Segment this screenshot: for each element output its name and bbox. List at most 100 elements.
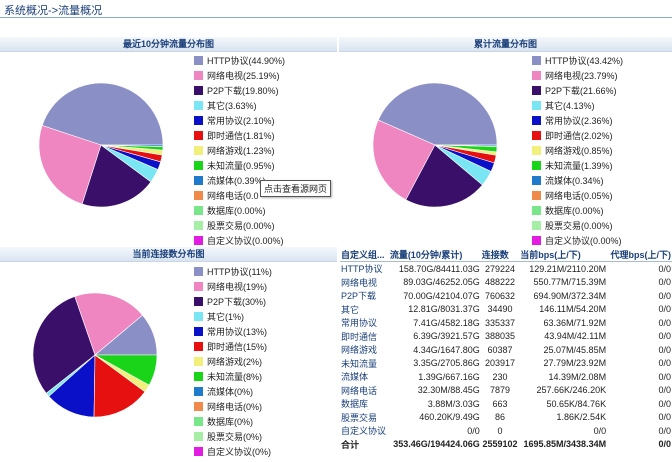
cell-protocol[interactable]: 自定义协议: [340, 424, 389, 438]
legend-item: HTTP协议(44.90%): [194, 56, 285, 71]
cell-connections: 86: [481, 411, 519, 425]
legend-swatch: [194, 221, 203, 230]
cell-traffic: 3.35G/2705.86G: [389, 357, 481, 371]
legend-swatch: [532, 56, 541, 65]
legend-label: 其它(1%): [207, 312, 244, 322]
legend-item: P2P下载(19.80%): [194, 86, 285, 101]
cell-protocol[interactable]: HTTP协议: [340, 262, 389, 276]
cell-proxy-bps: 0/0: [607, 357, 672, 371]
legend-label: 其它(3.63%): [207, 101, 257, 111]
legend-label: 股票交易(0.00%): [545, 221, 613, 231]
cell-proxy-bps: 0/0: [607, 384, 672, 398]
legend-cumulative-traffic: HTTP协议(43.42%)网络电视(23.79%)P2P下载(21.66%)其…: [532, 56, 623, 251]
col-header-group[interactable]: 自定义组...: [340, 247, 389, 262]
legend-item: P2P下载(30%): [194, 297, 272, 312]
cell-current-bps: 14.39M/2.08M: [519, 370, 607, 384]
cell-connections: 2559102: [481, 438, 519, 452]
cell-traffic: 32.30M/88.45G: [389, 384, 481, 398]
legend-label: HTTP协议(43.42%): [545, 56, 623, 66]
legend-item: 常用协议(13%): [194, 327, 272, 342]
legend-label: 网络游戏(2%): [207, 357, 262, 367]
legend-item: 股票交易(0.00%): [194, 221, 285, 236]
panel-title-cumulative-traffic: 累计流量分布图: [339, 37, 672, 52]
pie-chart-recent-traffic[interactable]: [36, 80, 166, 210]
legend-label: 自定义协议(0%): [207, 447, 271, 457]
legend-swatch: [194, 131, 203, 140]
legend-item: 未知流量(1.39%): [532, 161, 623, 176]
cell-proxy-bps: 0/0: [607, 262, 672, 276]
legend-swatch: [194, 357, 203, 366]
cell-protocol[interactable]: 常用协议: [340, 316, 389, 330]
legend-swatch: [194, 282, 203, 291]
legend-swatch: [194, 86, 203, 95]
cell-traffic: 460.20K/9.49G: [389, 411, 481, 425]
cell-protocol[interactable]: 未知流量: [340, 357, 389, 371]
cell-protocol[interactable]: 股票交易: [340, 411, 389, 425]
cell-protocol[interactable]: 数据库: [340, 397, 389, 411]
cell-connections: 230: [481, 370, 519, 384]
legend-label: 网络游戏(0.85%): [545, 146, 613, 156]
legend-item: 其它(4.13%): [532, 101, 623, 116]
legend-label: P2P下载(30%): [207, 297, 266, 307]
legend-label: 股票交易(0.00%): [207, 221, 275, 231]
legend-swatch: [194, 432, 203, 441]
cell-protocol[interactable]: 网络电话: [340, 384, 389, 398]
cell-protocol: 合计: [340, 438, 389, 452]
cell-protocol[interactable]: 流媒体: [340, 370, 389, 384]
legend-swatch: [194, 206, 203, 215]
legend-swatch: [194, 191, 203, 200]
cell-proxy-bps: 0/0: [607, 370, 672, 384]
pie-chart-connections[interactable]: [30, 290, 160, 420]
legend-label: 数据库(0.00%): [207, 206, 266, 216]
col-header-proxy-bps: 代理bps(上/下): [607, 247, 672, 262]
legend-item: HTTP协议(11%): [194, 267, 272, 282]
legend-label: 未知流量(1.39%): [545, 161, 613, 171]
panel-title-connections: 当前连接数分布图: [0, 247, 337, 262]
cell-protocol[interactable]: 网络游戏: [340, 343, 389, 357]
cell-current-bps: 27.79M/23.92M: [519, 357, 607, 371]
legend-swatch: [194, 402, 203, 411]
cell-traffic: 1.39G/667.16G: [389, 370, 481, 384]
cell-protocol[interactable]: 其它: [340, 303, 389, 317]
legend-label: 流媒体(0.39%): [207, 176, 266, 186]
legend-label: 网络电视(19%): [207, 282, 267, 292]
legend-label: 网络电视(23.79%): [545, 71, 618, 81]
legend-swatch: [532, 71, 541, 80]
cell-protocol[interactable]: P2P下载: [340, 289, 389, 303]
cell-connections: 34490: [481, 303, 519, 317]
cell-protocol[interactable]: 网络电视: [340, 276, 389, 290]
legend-item: 网络电话(0%): [194, 402, 272, 417]
legend-label: 即时通信(2.02%): [545, 131, 613, 141]
legend-item: 股票交易(0.00%): [532, 221, 623, 236]
cell-protocol[interactable]: 即时通信: [340, 330, 389, 344]
legend-swatch: [194, 146, 203, 155]
legend-connections: HTTP协议(11%)网络电视(19%) P2P下载(30%) 其它(1%) 常用协议…: [194, 267, 272, 462]
legend-swatch: [194, 417, 203, 426]
legend-item: 数据库(0.00%): [532, 206, 623, 221]
legend-swatch: [194, 236, 203, 245]
breadcrumb-system-overview[interactable]: 系统概况: [4, 5, 48, 17]
legend-swatch: [532, 221, 541, 230]
legend-label: 网络游戏(1.23%): [207, 146, 275, 156]
cell-traffic: 3.88M/3.03G: [389, 397, 481, 411]
legend-swatch: [532, 191, 541, 200]
legend-item: 未知流量(8%): [194, 372, 272, 387]
cell-proxy-bps: 0/0: [607, 289, 672, 303]
pie-chart-cumulative-traffic[interactable]: [370, 80, 500, 210]
cell-traffic: 158.70G/84411.03G: [389, 262, 481, 276]
legend-label: 未知流量(8%): [207, 372, 262, 382]
legend-label: 常用协议(2.10%): [207, 116, 275, 126]
cell-traffic: 353.46G/194424.06G: [389, 438, 481, 452]
legend-label: 网络电话(0%): [207, 402, 262, 412]
legend-label: 自定义协议(0.00%): [207, 236, 284, 246]
cell-connections: 488222: [481, 276, 519, 290]
legend-item: 即时通信(15%): [194, 342, 272, 357]
